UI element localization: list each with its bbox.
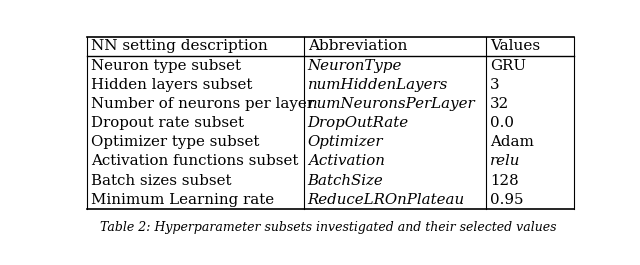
Text: Activation: Activation [308, 154, 385, 169]
Text: GRU: GRU [490, 59, 526, 73]
Text: Number of neurons per layer: Number of neurons per layer [92, 97, 314, 111]
Text: Adam: Adam [490, 135, 534, 149]
Text: BatchSize: BatchSize [308, 174, 383, 188]
Text: Dropout rate subset: Dropout rate subset [92, 116, 244, 130]
Text: Minimum Learning rate: Minimum Learning rate [92, 193, 275, 207]
Text: 32: 32 [490, 97, 509, 111]
Text: 0.95: 0.95 [490, 193, 524, 207]
Text: Batch sizes subset: Batch sizes subset [92, 174, 232, 188]
Text: 128: 128 [490, 174, 519, 188]
Text: Table 2: Hyperparameter subsets investigated and their selected values: Table 2: Hyperparameter subsets investig… [100, 221, 556, 234]
Text: 0.0: 0.0 [490, 116, 514, 130]
Text: Hidden layers subset: Hidden layers subset [92, 78, 253, 92]
Text: 3: 3 [490, 78, 500, 92]
Text: Abbreviation: Abbreviation [308, 39, 407, 54]
Text: ReduceLROnPlateau: ReduceLROnPlateau [308, 193, 465, 207]
Text: NeuronType: NeuronType [308, 59, 402, 73]
Text: Optimizer type subset: Optimizer type subset [92, 135, 260, 149]
Text: Neuron type subset: Neuron type subset [92, 59, 241, 73]
Text: DropOutRate: DropOutRate [308, 116, 409, 130]
Text: numHiddenLayers: numHiddenLayers [308, 78, 448, 92]
Text: numNeuronsPerLayer: numNeuronsPerLayer [308, 97, 476, 111]
Text: relu: relu [490, 154, 520, 169]
Text: Activation functions subset: Activation functions subset [92, 154, 299, 169]
Text: Optimizer: Optimizer [308, 135, 383, 149]
Text: NN setting description: NN setting description [92, 39, 268, 54]
Text: Values: Values [490, 39, 540, 54]
